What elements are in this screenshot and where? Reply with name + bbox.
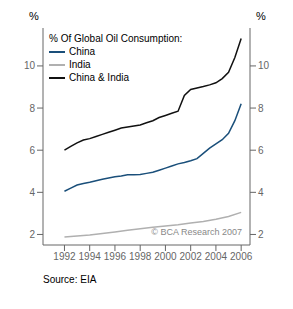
svg-text:1998: 1998	[129, 251, 152, 262]
html-text:China & India: China & India	[69, 72, 129, 83]
svg-text:6: 6	[29, 145, 35, 156]
svg-text:8: 8	[29, 103, 35, 114]
html-text:Source: EIA: Source: EIA	[43, 274, 97, 285]
html-text:China: China	[69, 46, 96, 57]
svg-text:4: 4	[258, 187, 264, 198]
svg-text:2: 2	[29, 229, 35, 240]
svg-text:2004: 2004	[205, 251, 228, 262]
html-text:India: India	[69, 59, 91, 70]
svg-text:1994: 1994	[79, 251, 102, 262]
html-text:© BCA Research 2007: © BCA Research 2007	[151, 227, 242, 237]
svg-text:8: 8	[258, 103, 264, 114]
svg-text:2006: 2006	[230, 251, 253, 262]
svg-text:2002: 2002	[180, 251, 203, 262]
svg-text:6: 6	[258, 145, 264, 156]
svg-text:2: 2	[258, 229, 264, 240]
svg-text:1992: 1992	[53, 251, 76, 262]
svg-text:1996: 1996	[104, 251, 127, 262]
svg-text:2000: 2000	[154, 251, 177, 262]
svg-text:10: 10	[24, 60, 36, 71]
svg-text:10: 10	[258, 60, 270, 71]
html-text:% Of Global Oil Consumption:: % Of Global Oil Consumption:	[49, 33, 183, 44]
svg-text:4: 4	[29, 187, 35, 198]
